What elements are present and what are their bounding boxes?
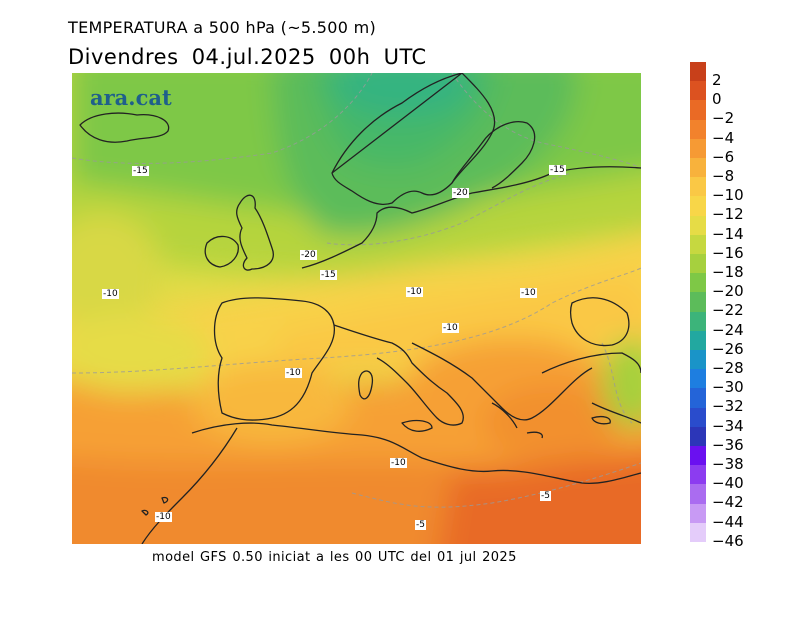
colorbar-swatch xyxy=(690,100,706,120)
map-canvas xyxy=(72,73,641,544)
contour-label: -10 xyxy=(406,287,423,297)
colorbar-label: −22 xyxy=(712,301,744,320)
colorbar-swatch xyxy=(690,369,706,389)
model-info: model GFS 0.50 iniciat a les 00 UTC del … xyxy=(152,550,517,565)
colorbar-swatch xyxy=(690,119,706,139)
colorbar-swatch xyxy=(690,503,706,523)
colorbar-swatch xyxy=(690,215,706,235)
colorbar-swatch xyxy=(690,234,706,254)
contour-label: -10 xyxy=(285,368,302,378)
contour-label: -15 xyxy=(549,165,566,175)
map-variable-title: TEMPERATURA a 500 hPa (~5.500 m) xyxy=(68,18,377,37)
colorbar-swatch xyxy=(690,196,706,216)
colorbar-label: −44 xyxy=(712,512,744,531)
contour-label: -15 xyxy=(132,166,149,176)
colorbar-label: −34 xyxy=(712,416,744,435)
colorbar-swatch xyxy=(690,446,706,466)
colorbar-swatch xyxy=(690,254,706,274)
colorbar-label: −24 xyxy=(712,320,744,339)
colorbar-swatch xyxy=(690,330,706,350)
colorbar-swatch xyxy=(690,81,706,101)
colorbar-swatch xyxy=(690,522,706,542)
colorbar-label: −16 xyxy=(712,243,744,262)
colorbar-label: −6 xyxy=(712,147,735,166)
colorbar-label: −36 xyxy=(712,435,744,454)
colorbar-swatch xyxy=(690,407,706,427)
forecast-date: Divendres 04.jul.2025 00h UTC xyxy=(68,45,427,69)
colorbar-swatch xyxy=(690,388,706,408)
colorbar-swatch xyxy=(690,311,706,331)
colorbar-swatch xyxy=(690,62,706,82)
colorbar-label: −32 xyxy=(712,397,744,416)
colorbar-label: −46 xyxy=(712,531,744,550)
colorbar-swatch xyxy=(690,292,706,312)
colorbar-swatch xyxy=(690,465,706,485)
colorbar-label: −8 xyxy=(712,167,735,185)
colorbar-label: 2 xyxy=(712,71,722,89)
colorbar-label: −28 xyxy=(712,359,744,377)
colorbar-swatch xyxy=(690,138,706,158)
colorbar-label: −14 xyxy=(712,224,744,243)
colorbar-label: −40 xyxy=(712,474,744,493)
site-logo: ara.cat xyxy=(90,85,172,110)
colorbar-label: −18 xyxy=(712,263,744,281)
colorbar-swatch xyxy=(690,158,706,178)
contour-label: -10 xyxy=(520,288,537,298)
contour-label: -10 xyxy=(442,323,459,333)
colorbar-swatch xyxy=(690,273,706,293)
colorbar-label: −12 xyxy=(712,205,744,224)
contour-label: -5 xyxy=(540,491,551,501)
temperature-map: ara.cat -15 -15 -20 -20 -15 -10 -10 -10 … xyxy=(72,73,641,544)
contour-label: -10 xyxy=(155,512,172,522)
colorbar-label: −20 xyxy=(712,282,744,301)
colorbar-swatch xyxy=(690,177,706,197)
colorbar-label: −4 xyxy=(712,128,735,147)
contour-label: -5 xyxy=(415,520,426,530)
colorbar-swatch xyxy=(690,350,706,370)
colorbar-label: −26 xyxy=(712,339,744,358)
contour-label: -10 xyxy=(390,458,407,468)
contour-label: -20 xyxy=(300,250,317,260)
colorbar xyxy=(690,62,706,542)
colorbar-swatch xyxy=(690,426,706,446)
colorbar-label: 0 xyxy=(712,90,722,109)
colorbar-label: −2 xyxy=(712,109,735,128)
colorbar-label: −38 xyxy=(712,455,744,473)
colorbar-label: −30 xyxy=(712,378,744,397)
contour-label: -10 xyxy=(102,289,119,299)
colorbar-label: −42 xyxy=(712,493,744,512)
contour-label: -20 xyxy=(452,188,469,198)
contour-label: -15 xyxy=(320,270,337,280)
colorbar-swatch xyxy=(690,484,706,504)
colorbar-label: −10 xyxy=(712,186,744,205)
